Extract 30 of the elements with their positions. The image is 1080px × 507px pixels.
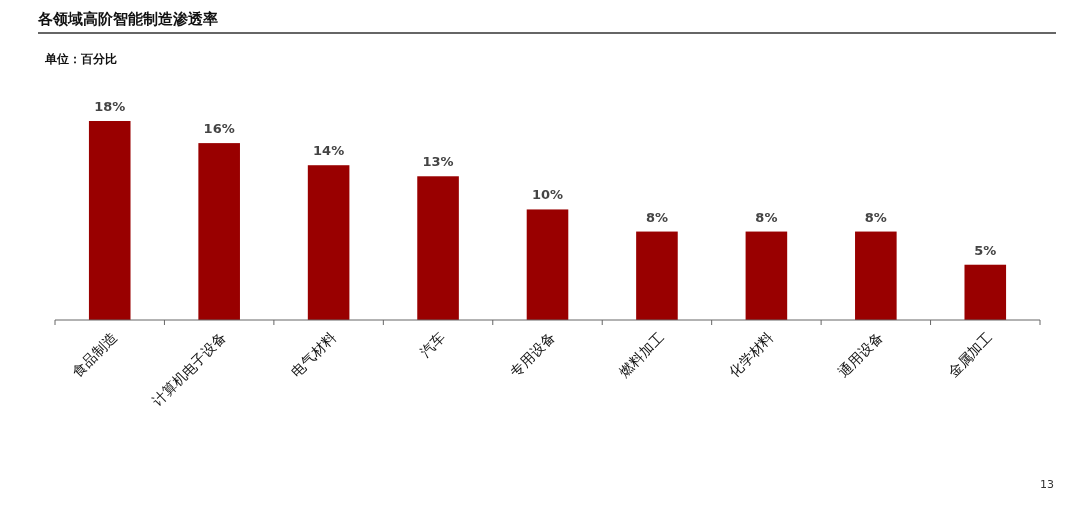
chart-title: 各领域高阶智能制造渗透率 bbox=[37, 10, 218, 28]
data-label: 8% bbox=[864, 209, 887, 225]
bar bbox=[636, 231, 678, 320]
x-tick-label: 食品制造 bbox=[68, 328, 120, 380]
x-tick-label: 通用设备 bbox=[835, 328, 886, 380]
x-tick-label: 专用设备 bbox=[506, 328, 558, 380]
x-tick-label: 金属加工 bbox=[944, 328, 996, 380]
data-label: 10% bbox=[531, 187, 564, 203]
data-label: 18% bbox=[94, 99, 126, 114]
data-label: 8% bbox=[755, 209, 778, 225]
x-tick-label: 电气材料 bbox=[287, 328, 339, 380]
x-tick-label: 计算机电子设备 bbox=[148, 328, 230, 410]
x-tick-label: 燃料加工 bbox=[616, 328, 668, 380]
bar bbox=[964, 264, 1007, 320]
x-tick-label: 化学材料 bbox=[725, 328, 777, 380]
bar bbox=[745, 231, 788, 320]
data-label: 14% bbox=[313, 143, 345, 159]
bar bbox=[307, 165, 350, 320]
data-label: 5% bbox=[974, 242, 997, 258]
bar bbox=[526, 209, 569, 320]
bar bbox=[88, 121, 131, 320]
bar bbox=[417, 176, 459, 320]
bar bbox=[855, 231, 897, 320]
x-tick-label: 汽车 bbox=[417, 328, 449, 360]
data-label: 16% bbox=[203, 121, 235, 137]
data-label: 13% bbox=[422, 154, 454, 170]
data-label: 8% bbox=[645, 209, 668, 225]
text: 13 bbox=[1040, 478, 1054, 491]
bar bbox=[198, 143, 240, 320]
chart-subtitle: 单位：百分比 bbox=[44, 52, 117, 66]
